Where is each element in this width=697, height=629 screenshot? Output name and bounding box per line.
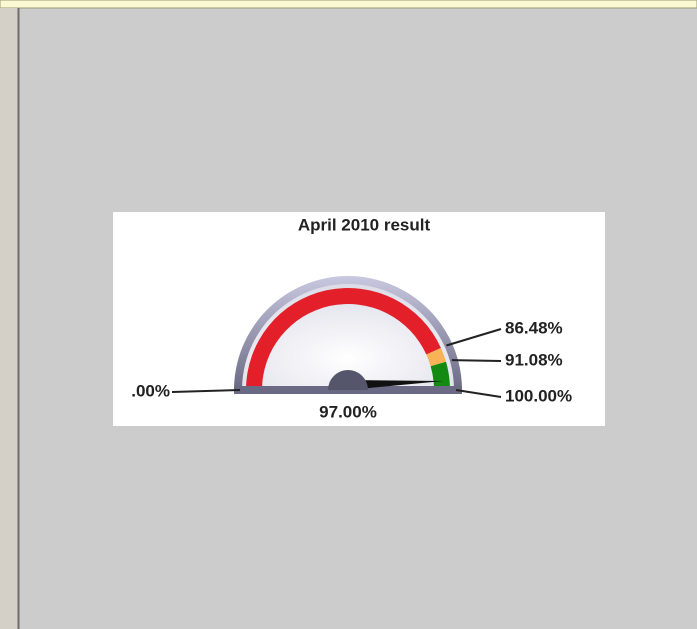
tick-label: 91.08%: [505, 350, 563, 369]
tick-label: 100.00%: [505, 386, 572, 405]
gauge: .00% 86.48% 91.08% 100.00% 97.00%: [131, 276, 572, 421]
tick-label: 86.48%: [505, 318, 563, 337]
gauge-band: [426, 347, 447, 367]
tick-leader: [455, 389, 502, 398]
gauge-band: [430, 361, 450, 390]
tick-leader: [451, 359, 502, 362]
needle-hub: [328, 370, 368, 390]
value-label: 97.00%: [319, 402, 377, 421]
tick-leader: [171, 389, 241, 393]
gauge-band: [246, 288, 441, 390]
chart-title: April 2010 result: [298, 215, 431, 234]
top-bar: [0, 0, 697, 9]
tick-label: .00%: [131, 381, 170, 400]
tick-leader: [446, 328, 502, 347]
needle: [347, 380, 444, 390]
left-panel: [0, 8, 18, 629]
